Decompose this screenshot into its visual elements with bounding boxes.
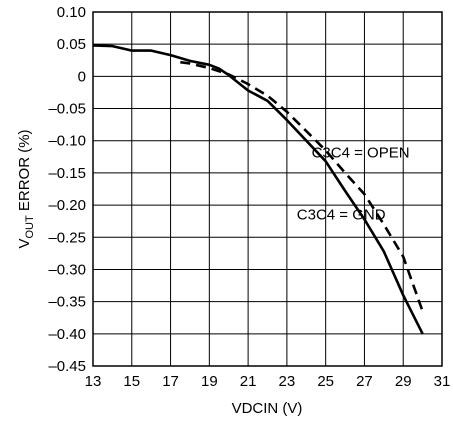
annotation-open: C3C4 = OPEN [312,144,410,161]
x-tick-label: 23 [279,373,296,390]
y-axis-label: VOUT ERROR (%) [16,129,36,248]
series-line-gnd [92,44,424,335]
y-tick-label: –0.45 [48,358,86,375]
plot-frame [92,11,443,367]
y-tick-labels: 0.10 0.05 0 –0.05 –0.10 –0.15 –0.20 –0.25 –0.30 –… [48,4,86,375]
x-tick-label: 25 [317,373,334,390]
x-axis-label: VDCIN (V) [232,400,303,417]
x-tick-label: 13 [85,373,102,390]
y-tick-label: –0.30 [48,261,86,278]
y-tick-label: –0.05 [48,101,86,118]
x-tick-label: 31 [434,373,451,390]
x-tick-label: 21 [240,373,257,390]
annotations: C3C4 = OPEN C3C4 = GND [297,144,410,223]
y-tick-label: –0.40 [48,326,86,343]
y-axis-label-pre: V [16,239,33,249]
series-line-open [180,60,424,312]
x-tick-label: 17 [162,373,179,390]
x-tick-labels: 13 15 17 19 21 23 25 27 29 31 [85,373,451,390]
y-tick-label: –0.25 [48,229,86,246]
x-tick-label: 19 [201,373,218,390]
y-axis-label-sub: OUT [24,215,36,239]
x-tick-label: 15 [123,373,140,390]
y-tick-label: 0.05 [57,36,86,53]
y-axis-label-post: ERROR (%) [16,129,33,215]
y-tick-label: –0.20 [48,197,86,214]
grid [93,12,442,366]
x-tick-label: 27 [356,373,373,390]
y-tick-label: 0 [78,68,86,85]
x-tick-label: 29 [395,373,412,390]
y-tick-label: 0.10 [57,4,86,21]
y-tick-label: –0.35 [48,294,86,311]
series-layer [92,44,424,335]
y-tick-label: –0.10 [48,133,86,150]
y-tick-label: –0.15 [48,165,86,182]
annotation-gnd: C3C4 = GND [297,207,386,224]
